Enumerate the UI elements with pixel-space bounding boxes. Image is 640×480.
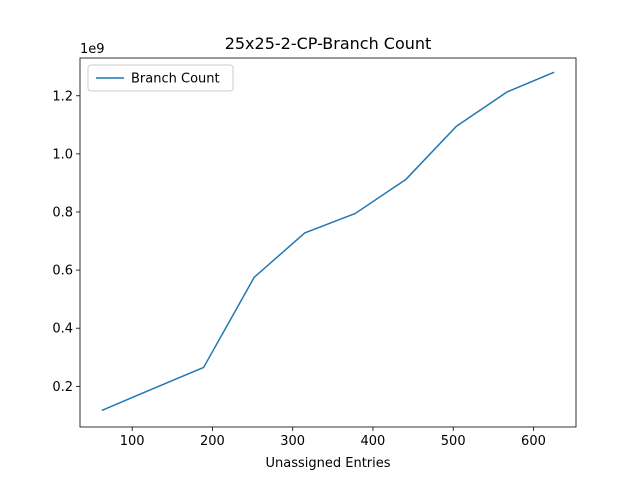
x-tick-label-0: 100 <box>120 434 145 449</box>
chart-title: 25x25-2-CP-Branch Count <box>225 34 432 53</box>
y-tick-label-1: 0.4 <box>52 322 73 337</box>
x-axis-label: Unassigned Entries <box>265 456 390 471</box>
axes-frame <box>79 57 577 428</box>
x-tick-label-5: 600 <box>521 434 546 449</box>
y-tick-label-5: 1.2 <box>52 89 73 104</box>
series-line-0 <box>101 71 555 412</box>
plot-area: 100 200 300 400 500 600 0.2 0.4 0.6 0.8 1.0 1.2 <box>52 57 577 449</box>
legend-box <box>87 64 234 92</box>
y-tick-label-3: 0.8 <box>52 205 73 220</box>
x-tick-label-3: 400 <box>361 434 386 449</box>
x-tick-label-2: 300 <box>280 434 305 449</box>
y-tick-label-2: 0.6 <box>52 264 73 279</box>
y-tick-label-0: 0.2 <box>52 380 73 395</box>
legend: Branch Count <box>87 64 234 92</box>
y-offset-label: 1e9 <box>80 42 105 57</box>
x-tick-label-1: 200 <box>200 434 225 449</box>
legend-label-0: Branch Count <box>131 72 220 87</box>
y-tick-label-4: 1.0 <box>52 147 73 162</box>
x-tick-label-4: 500 <box>441 434 466 449</box>
